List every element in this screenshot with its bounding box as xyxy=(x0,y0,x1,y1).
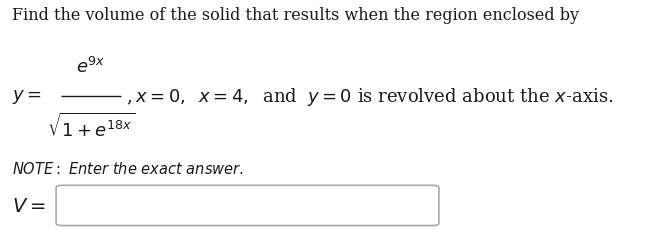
Text: Find the volume of the solid that results when the region enclosed by: Find the volume of the solid that result… xyxy=(12,7,579,24)
Text: ,: , xyxy=(127,87,133,105)
Text: $\mathit{NOTE}$$\mathit{:\ Enter\ the\ exact\ answer.}$: $\mathit{NOTE}$$\mathit{:\ Enter\ the\ e… xyxy=(12,160,244,176)
Text: $y = $: $y = $ xyxy=(12,87,42,105)
Text: $x = 0, \;\; x = 4, \;$ and $\;y = 0$ is revolved about the $x$-axis.: $x = 0, \;\; x = 4, \;$ and $\;y = 0$ is… xyxy=(135,85,614,107)
Text: $V = $: $V = $ xyxy=(12,197,46,215)
Text: $\sqrt{1+e^{18x}}$: $\sqrt{1+e^{18x}}$ xyxy=(47,112,135,140)
FancyBboxPatch shape xyxy=(56,185,439,226)
Text: $e^{9x}$: $e^{9x}$ xyxy=(77,56,106,76)
